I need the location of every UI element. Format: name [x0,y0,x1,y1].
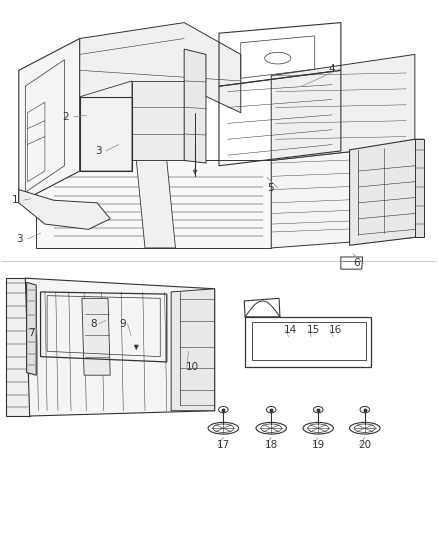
Bar [30,150,32,154]
Polygon shape [27,282,36,375]
Text: 8: 8 [90,319,97,329]
Polygon shape [19,38,80,203]
Text: 6: 6 [353,259,360,268]
Polygon shape [19,190,110,229]
Text: 9: 9 [119,319,126,329]
Text: 3: 3 [16,234,23,244]
Bar [30,171,32,175]
Text: 17: 17 [217,440,230,450]
Polygon shape [171,289,215,411]
Polygon shape [36,160,271,248]
Text: 16: 16 [329,325,342,335]
Polygon shape [184,49,206,163]
Bar [30,128,32,133]
Text: 20: 20 [358,440,371,450]
Text: 1: 1 [12,195,19,205]
Polygon shape [271,54,415,160]
Text: 15: 15 [307,325,321,335]
Polygon shape [6,278,30,416]
Polygon shape [25,278,215,416]
Text: 14: 14 [284,325,297,335]
Polygon shape [82,298,110,375]
Polygon shape [132,81,184,160]
Ellipse shape [193,146,197,148]
Polygon shape [350,139,424,245]
Polygon shape [136,160,176,248]
Text: 3: 3 [95,146,101,156]
Text: 2: 2 [63,112,69,122]
Text: 18: 18 [265,440,278,450]
Text: 19: 19 [311,440,325,450]
Polygon shape [271,144,415,248]
Text: 7: 7 [28,328,34,338]
Polygon shape [80,22,241,113]
Polygon shape [134,345,138,350]
Text: 5: 5 [267,183,274,193]
Polygon shape [415,139,424,237]
Text: 4: 4 [328,64,335,74]
Text: 10: 10 [185,362,198,372]
Bar [30,108,32,112]
Polygon shape [80,81,132,171]
